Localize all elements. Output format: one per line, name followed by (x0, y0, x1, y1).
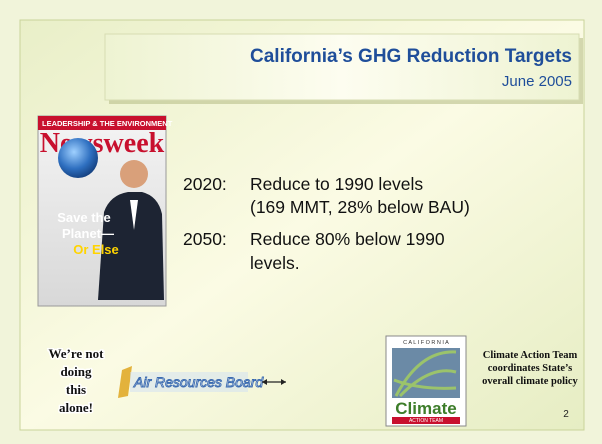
cover-headline-3: Or Else (73, 242, 119, 257)
subtitle: June 2005 (502, 73, 572, 90)
cover-band (38, 116, 166, 130)
logo-top: C A L I F O R N I A (403, 340, 449, 346)
logo-lines (393, 350, 457, 398)
arb-mark (118, 366, 132, 398)
cover-headline-1: Save the (57, 210, 110, 225)
note-line: alone! (59, 400, 93, 415)
caption-line: overall climate policy (482, 376, 578, 387)
head (120, 160, 148, 188)
title-box (104, 33, 580, 101)
arb-bg (130, 372, 248, 392)
suit (98, 192, 164, 300)
logo-bottom: ACTION TEAM (409, 418, 443, 424)
note-line: We’re not (49, 346, 105, 361)
climate-logo: C A L I F O R N I A Climate ACTION TEAM (385, 335, 467, 427)
target-year: 2020: (183, 174, 227, 194)
target-text: Reduce 80% below 1990 (250, 229, 445, 249)
arb-logo: Air Resources Board (118, 366, 265, 398)
arrow (262, 379, 286, 385)
logo-band (392, 417, 460, 424)
cover-header: LEADERSHIP & THE ENVIRONMENT (42, 119, 173, 128)
shirt (130, 200, 138, 230)
page-number: 2 (563, 409, 569, 420)
logo-map (392, 348, 460, 398)
caption-line: coordinates State’s (488, 363, 572, 374)
title: California’s GHG Reduction Targets (250, 46, 572, 67)
target-text: Reduce to 1990 levels (250, 174, 423, 194)
note-line: this (66, 382, 86, 397)
note-line: doing (60, 364, 92, 379)
magazine-cover: LEADERSHIP & THE ENVIRONMENT Newsweek Sa… (37, 115, 173, 307)
partner: Air Resources Board (133, 374, 264, 390)
target-text: levels. (250, 253, 300, 273)
globe (58, 138, 98, 178)
caption-line: Climate Action Team (483, 350, 578, 361)
target-text: (169 MMT, 28% below BAU) (250, 197, 470, 217)
target-year: 2050: (183, 229, 227, 249)
logo-name: Climate (395, 399, 456, 418)
cover-headline-2: Planet— (62, 226, 114, 241)
